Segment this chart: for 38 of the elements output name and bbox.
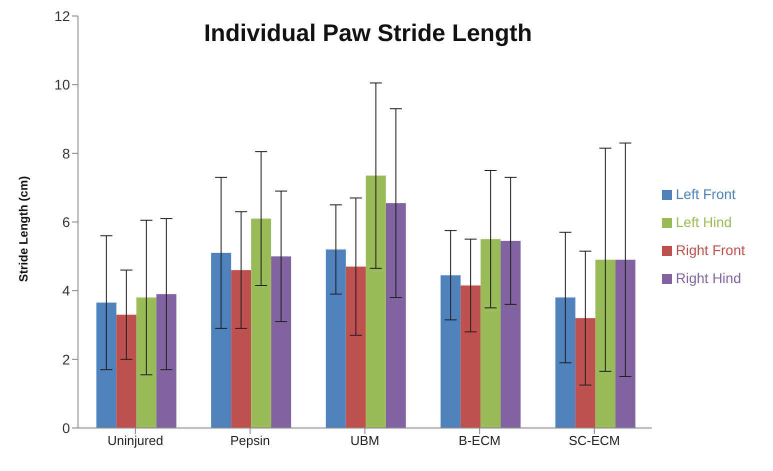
- y-tick-label: 6: [62, 214, 70, 230]
- x-tick-label: UBM: [350, 433, 380, 448]
- bar: [595, 260, 616, 428]
- x-tick-label: Pepsin: [230, 433, 270, 448]
- bar: [156, 294, 176, 428]
- bar: [326, 249, 346, 428]
- legend-label: Left Hind: [676, 214, 732, 230]
- y-tick-label: 0: [62, 420, 70, 436]
- legend-label: Right Hind: [676, 270, 742, 286]
- y-tick-label: 2: [62, 351, 70, 368]
- bar: [386, 203, 406, 428]
- legend-label: Left Front: [676, 186, 736, 202]
- bar: [271, 256, 292, 428]
- bar: [231, 270, 252, 428]
- legend-label: Right Front: [676, 242, 745, 258]
- bar: [460, 286, 481, 428]
- bar: [480, 239, 501, 428]
- x-tick-label: Uninjured: [108, 433, 164, 448]
- bar: [500, 240, 521, 428]
- bar: [575, 318, 596, 428]
- bar: [615, 260, 636, 428]
- bar: [136, 298, 156, 428]
- bar: [440, 275, 461, 428]
- chart-title: Individual Paw Stride Length: [202, 20, 534, 48]
- bar: [96, 302, 116, 428]
- x-tick-label: B-ECM: [458, 433, 501, 448]
- bar: [346, 266, 366, 428]
- y-axis-title: Stride Length (cm): [16, 176, 30, 282]
- bar: [555, 298, 576, 428]
- y-tick-label: 4: [62, 282, 70, 299]
- x-tick-label: SC-ECM: [568, 433, 620, 448]
- y-tick-label: 8: [62, 145, 70, 162]
- y-tick-label: 10: [54, 76, 70, 93]
- bar: [251, 218, 272, 428]
- y-tick-label: 12: [54, 8, 70, 24]
- bar: [116, 314, 136, 428]
- bar: [211, 252, 232, 428]
- bar: [366, 176, 386, 428]
